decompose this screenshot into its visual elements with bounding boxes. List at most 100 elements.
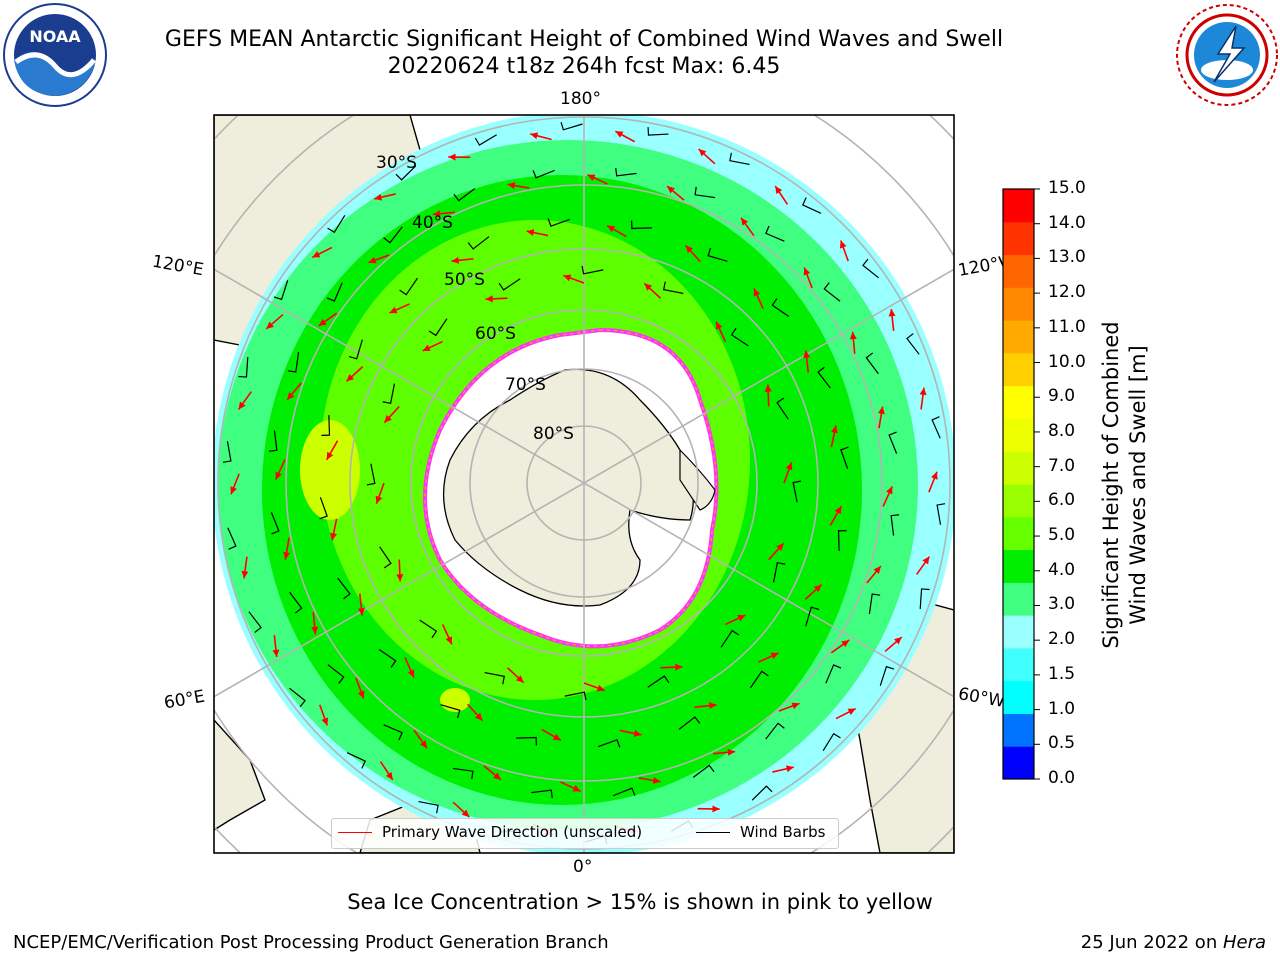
wave-direction-arrow [684,244,701,263]
wave-direction-arrow [485,295,508,303]
wave-direction-arrow [325,440,339,461]
wave-direction-arrow [849,331,857,354]
wind-barb [516,736,537,746]
wave-direction-arrow [660,663,683,671]
wind-barb [837,530,847,551]
wave-direction-arrow [467,703,484,722]
wind-barb [327,214,346,234]
footer-date: 25 Jun 2022 on Hera [1080,932,1266,953]
wind-barb [467,236,490,250]
colorbar-tick-label: 10.0 [1048,351,1086,372]
wave-direction-arrow [758,652,779,663]
colorbar-tick-label: 2.0 [1048,629,1076,650]
wave-direction-arrow [357,593,365,616]
lat-label-70s: 70°S [505,375,546,395]
wave-direction-arrow [422,340,443,352]
wave-direction-arrow [379,761,394,781]
colorbar-tick-label: 14.0 [1048,212,1086,233]
wave-direction-arrow [452,801,470,818]
wind-barb [378,649,397,668]
wind-barb [346,752,367,769]
wave-direction-arrow [839,240,849,262]
wind-barb [532,169,555,179]
lat-label-50s: 50°S [444,270,485,290]
wave-direction-arrow [866,565,882,584]
wave-direction-arrow [882,486,893,507]
wind-barb [453,767,474,780]
wave-direction-arrow [830,425,838,448]
wave-direction-arrow [803,267,813,289]
wave-direction-arrow [614,130,636,143]
legend-item-wind-barbs: Wind Barbs [696,823,825,841]
colorbar-bin [1003,615,1034,649]
wind-barb [287,352,300,373]
wave-direction-arrow [265,313,284,330]
wind-barb [765,722,785,740]
wind-barb [817,366,831,389]
wave-direction-arrow [753,288,764,309]
wave-direction-arrow [319,704,329,726]
black-line-icon [696,832,730,833]
wind-barb [395,165,417,181]
wind-barb [581,265,604,275]
wave-direction-arrow [530,132,552,141]
wind-barb [222,441,232,463]
wind-barb [771,298,790,317]
wave-direction-arrow [374,193,396,201]
lon-label-180: 180° [560,89,601,109]
wave-direction-arrow [587,174,608,185]
colorbar-bin [1003,254,1034,288]
wave-direction-arrow [835,707,857,720]
wind-barb [379,546,392,569]
colorbar-tick-label: 9.0 [1048,386,1076,407]
wind-barb [321,415,331,436]
wave-direction-arrow [698,148,716,165]
colorbar-tick-label: 8.0 [1048,420,1076,441]
wind-barb [822,732,841,752]
wave-direction-arrow [768,542,785,561]
wind-barb [319,497,328,520]
wind-barb [419,619,438,639]
wave-direction-arrow [884,636,903,653]
wave-direction-arrow [311,612,319,635]
wave-direction-arrow [368,254,390,264]
colorbar-bin [1003,746,1034,780]
colorbar-bin [1003,189,1034,223]
wind-barb [399,277,418,296]
wave-direction-arrow [888,308,896,331]
lat-label-80s: 80°S [533,424,574,444]
map-frame [213,114,955,854]
wave-direction-arrow [619,729,642,737]
wind-barb [327,664,345,684]
wind-barb [765,225,785,242]
wave-direction-arrow [396,559,404,582]
wind-barb [730,327,749,347]
wave-direction-arrow [272,635,280,658]
colorbar-bin [1003,320,1034,354]
wave-direction-arrow [375,482,385,504]
wave-direction-arrow [389,303,410,314]
wave-direction-arrow [772,765,794,773]
legend: Primary Wave Direction (unscaled) Wind B… [331,818,839,849]
wind-barb [750,670,769,689]
lon-label-0: 0° [573,857,593,877]
colorbar-tick-label: 11.0 [1048,316,1086,337]
wave-direction-arrow [432,210,455,218]
wind-barb [366,463,376,486]
wind-barb [564,691,587,701]
colorbar-bin [1003,352,1034,387]
footer-branch: NCEP/EMC/Verification Post Processing Pr… [13,932,609,953]
colorbar-tick-label: 0.5 [1048,733,1076,754]
wind-barb [615,167,637,177]
legend-item-primary-wave: Primary Wave Direction (unscaled) [338,823,642,841]
wave-direction-arrow [666,185,685,201]
title-line-2: 20220624 t18z 264h fcst Max: 6.45 [387,54,781,79]
colorbar-tick-label: 1.0 [1048,698,1076,719]
wind-barb [418,800,439,814]
wave-direction-arrow [286,382,302,401]
lat-label-30s: 30°S [376,153,417,173]
wave-direction-arrow [563,274,585,284]
colorbar-tick-label: 0.0 [1048,768,1076,788]
